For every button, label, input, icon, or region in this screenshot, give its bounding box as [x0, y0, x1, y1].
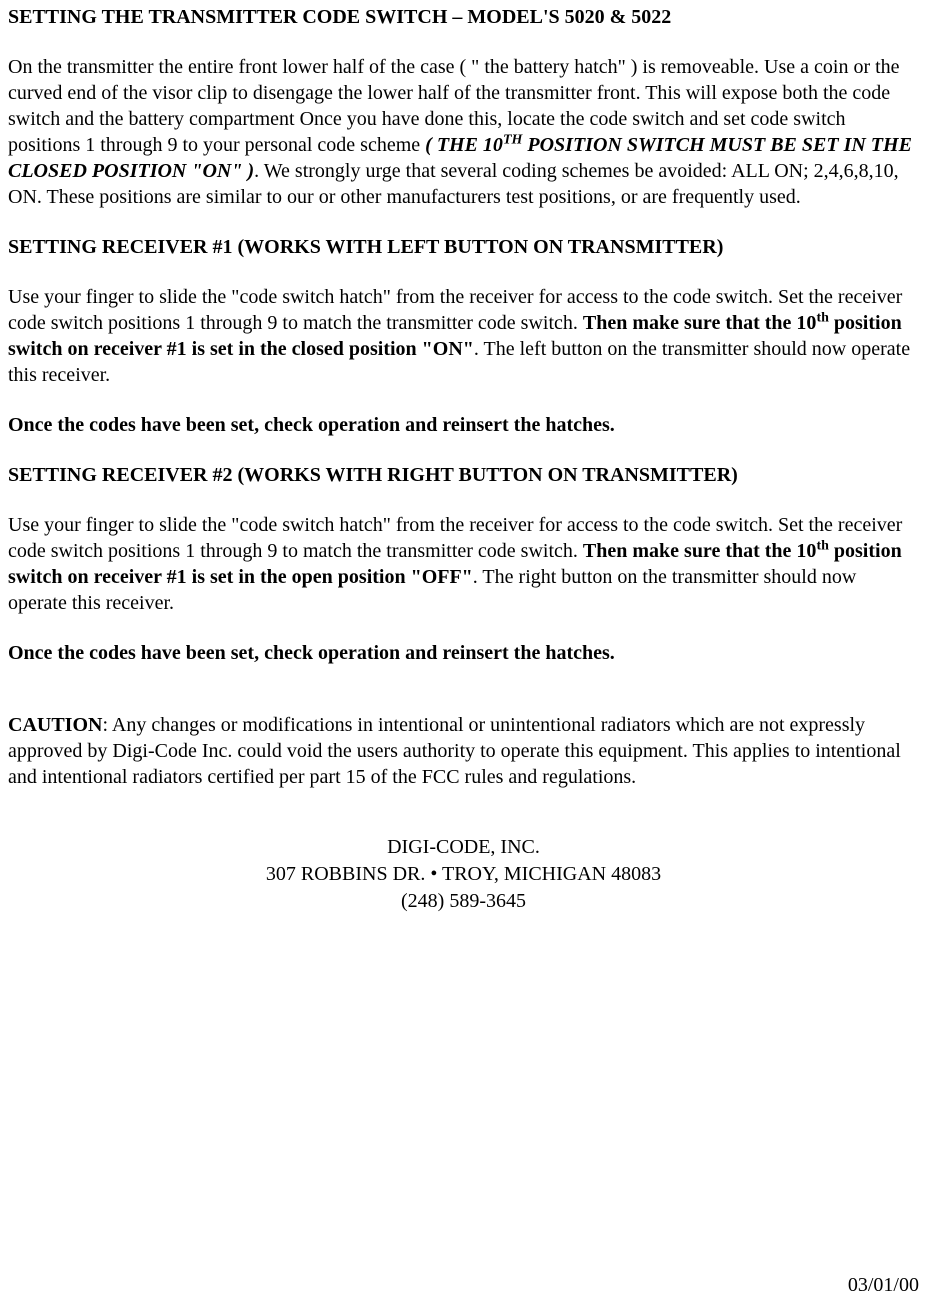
company-block: DIGI-CODE, INC. 307 ROBBINS DR. • TROY, … [8, 834, 919, 915]
receiver1-paragraph: Use your finger to slide the "code switc… [8, 284, 919, 388]
company-address: 307 ROBBINS DR. • TROY, MICHIGAN 48083 [8, 861, 919, 888]
receiver2-paragraph: Use your finger to slide the "code switc… [8, 512, 919, 616]
check-operation-2: Once the codes have been set, check oper… [8, 640, 919, 666]
caution-label: CAUTION [8, 714, 102, 736]
company-name: DIGI-CODE, INC. [8, 834, 919, 861]
receiver1-sup: th [816, 310, 828, 325]
caution-paragraph: CAUTION: Any changes or modifications in… [8, 712, 919, 790]
caution-text: : Any changes or modifications in intent… [8, 714, 901, 788]
document-body: SETTING THE TRANSMITTER CODE SWITCH – MO… [8, 0, 919, 915]
transmitter-paragraph: On the transmitter the entire front lowe… [8, 54, 919, 210]
main-heading: SETTING THE TRANSMITTER CODE SWITCH – MO… [8, 4, 919, 30]
transmitter-bi-open: ( THE 10 [425, 134, 503, 156]
transmitter-sup: TH [503, 132, 522, 147]
receiver1-bold-open: Then make sure that the 10 [583, 312, 817, 334]
company-phone: (248) 589-3645 [8, 888, 919, 915]
receiver2-heading: SETTING RECEIVER #2 (WORKS WITH RIGHT BU… [8, 462, 919, 488]
receiver1-heading: SETTING RECEIVER #1 (WORKS WITH LEFT BUT… [8, 234, 919, 260]
page-date: 03/01/00 [848, 1272, 919, 1298]
check-operation-1: Once the codes have been set, check oper… [8, 412, 919, 438]
receiver2-bold-open: Then make sure that the 10 [583, 540, 817, 562]
receiver2-sup: th [816, 538, 828, 553]
